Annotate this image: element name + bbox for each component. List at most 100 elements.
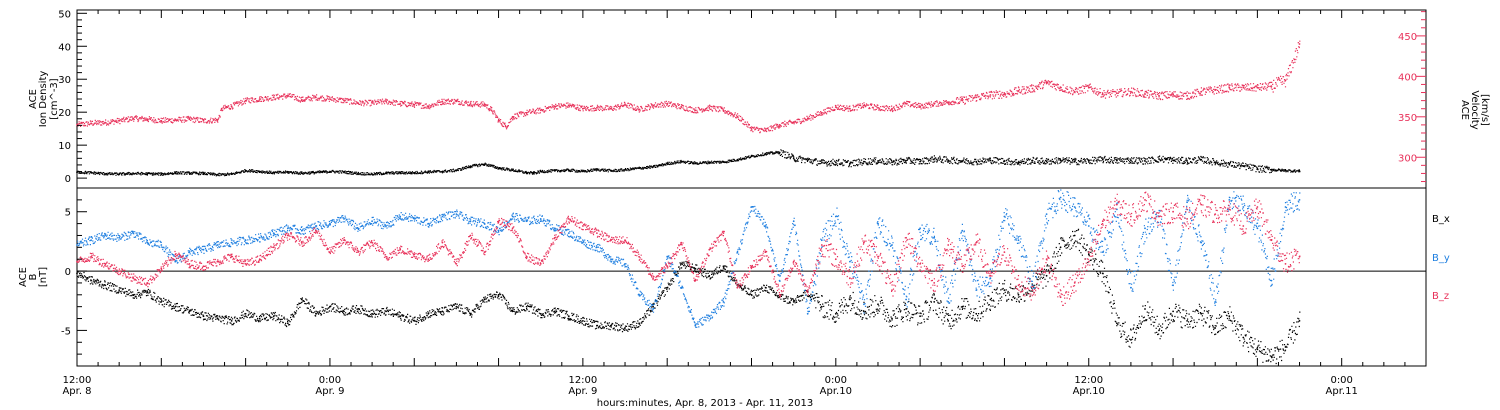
bx-point (834, 312, 837, 315)
bz-point (567, 218, 570, 220)
density-point (1031, 159, 1034, 162)
velocity-point (680, 106, 683, 108)
bx-point (329, 305, 331, 308)
density-point (905, 159, 907, 162)
velocity-point (1017, 90, 1020, 92)
x-tick-date-label: Apr.10 (820, 386, 852, 397)
velocity-point (961, 99, 964, 102)
density-point (947, 159, 950, 162)
by-point (1214, 301, 1217, 303)
x-tick-date-label: Apr.10 (1073, 386, 1105, 397)
by-point (497, 229, 500, 232)
density-point (610, 170, 612, 172)
by-point (778, 279, 781, 282)
density-point (1284, 169, 1287, 172)
bz-point (1144, 199, 1146, 201)
density-point (174, 171, 177, 174)
density-point (216, 173, 219, 176)
velocity-point (1186, 94, 1188, 97)
velocity-point (413, 103, 416, 106)
bx-point (188, 310, 191, 313)
bz-point (905, 236, 907, 239)
bottom-panel-data (76, 189, 1426, 365)
by-point (272, 232, 275, 235)
density-point (399, 171, 402, 174)
velocity-point (877, 107, 879, 109)
by-point (300, 229, 303, 232)
bz-point (258, 258, 261, 261)
bx-point (1284, 346, 1287, 348)
by-point (76, 244, 78, 246)
density-point (989, 159, 992, 162)
bx-point (286, 322, 289, 325)
bx-point (455, 305, 458, 308)
bz-point (188, 263, 191, 265)
bz-point (343, 239, 345, 242)
bz-point (989, 274, 992, 277)
velocity-point (736, 115, 739, 118)
velocity-point (764, 129, 767, 132)
x-tick-time-label: 12:00 (1074, 375, 1103, 386)
velocity-point (1045, 81, 1048, 84)
bz-point (1059, 296, 1062, 299)
velocity-point (1172, 94, 1174, 96)
bx-point (511, 310, 514, 313)
by-point (764, 225, 767, 227)
by-point (736, 251, 739, 254)
bz-point (553, 236, 556, 239)
by-point (1017, 239, 1020, 242)
by-point (905, 298, 907, 301)
legend-bz: B_z (1432, 291, 1449, 302)
by-point (947, 301, 950, 303)
bz-point (174, 253, 177, 256)
bz-point (118, 270, 121, 272)
bx-point (441, 310, 444, 313)
bz-point (596, 232, 598, 235)
density-point (624, 169, 626, 171)
bx-point (300, 298, 303, 301)
bz-point (1130, 215, 1132, 218)
velocity-point (315, 96, 317, 99)
bx-point (76, 272, 78, 275)
bz-point (877, 255, 879, 258)
bx-point (427, 312, 430, 315)
density-point (1270, 169, 1273, 171)
by-point (919, 227, 921, 230)
bz-point (315, 229, 317, 232)
velocity-point (399, 103, 402, 105)
bz-point (1200, 203, 1203, 206)
by-point (1087, 225, 1090, 227)
velocity-axis-label-line2: Velocity (1469, 90, 1480, 129)
by-point (1031, 284, 1034, 287)
velocity-point (975, 96, 978, 99)
velocity-point (792, 121, 795, 124)
density-point (188, 172, 191, 175)
velocity-point (806, 117, 809, 120)
bx-point (1172, 310, 1174, 313)
density-point (132, 172, 135, 175)
density-axis-label-line2: Ion Density (38, 71, 49, 128)
density-point (582, 170, 584, 173)
density-point (1003, 160, 1006, 163)
by-point (371, 220, 373, 223)
by-point (329, 222, 331, 225)
bx-series (76, 228, 1301, 365)
density-point (1228, 163, 1231, 166)
bx-point (820, 305, 823, 308)
bz-point (582, 225, 584, 227)
bx-point (975, 312, 978, 315)
bz-point (961, 265, 964, 268)
density-point (357, 172, 359, 175)
velocity-point (1087, 86, 1090, 89)
bx-point (582, 320, 584, 322)
by-point (455, 213, 458, 216)
velocity-point (469, 103, 472, 105)
bz-point (146, 282, 149, 284)
bz-point (1242, 225, 1245, 227)
velocity-point (1284, 79, 1287, 82)
density-point (1101, 158, 1104, 161)
velocity-point (834, 106, 837, 108)
bx-point (483, 298, 486, 301)
velocity-point (188, 118, 191, 121)
